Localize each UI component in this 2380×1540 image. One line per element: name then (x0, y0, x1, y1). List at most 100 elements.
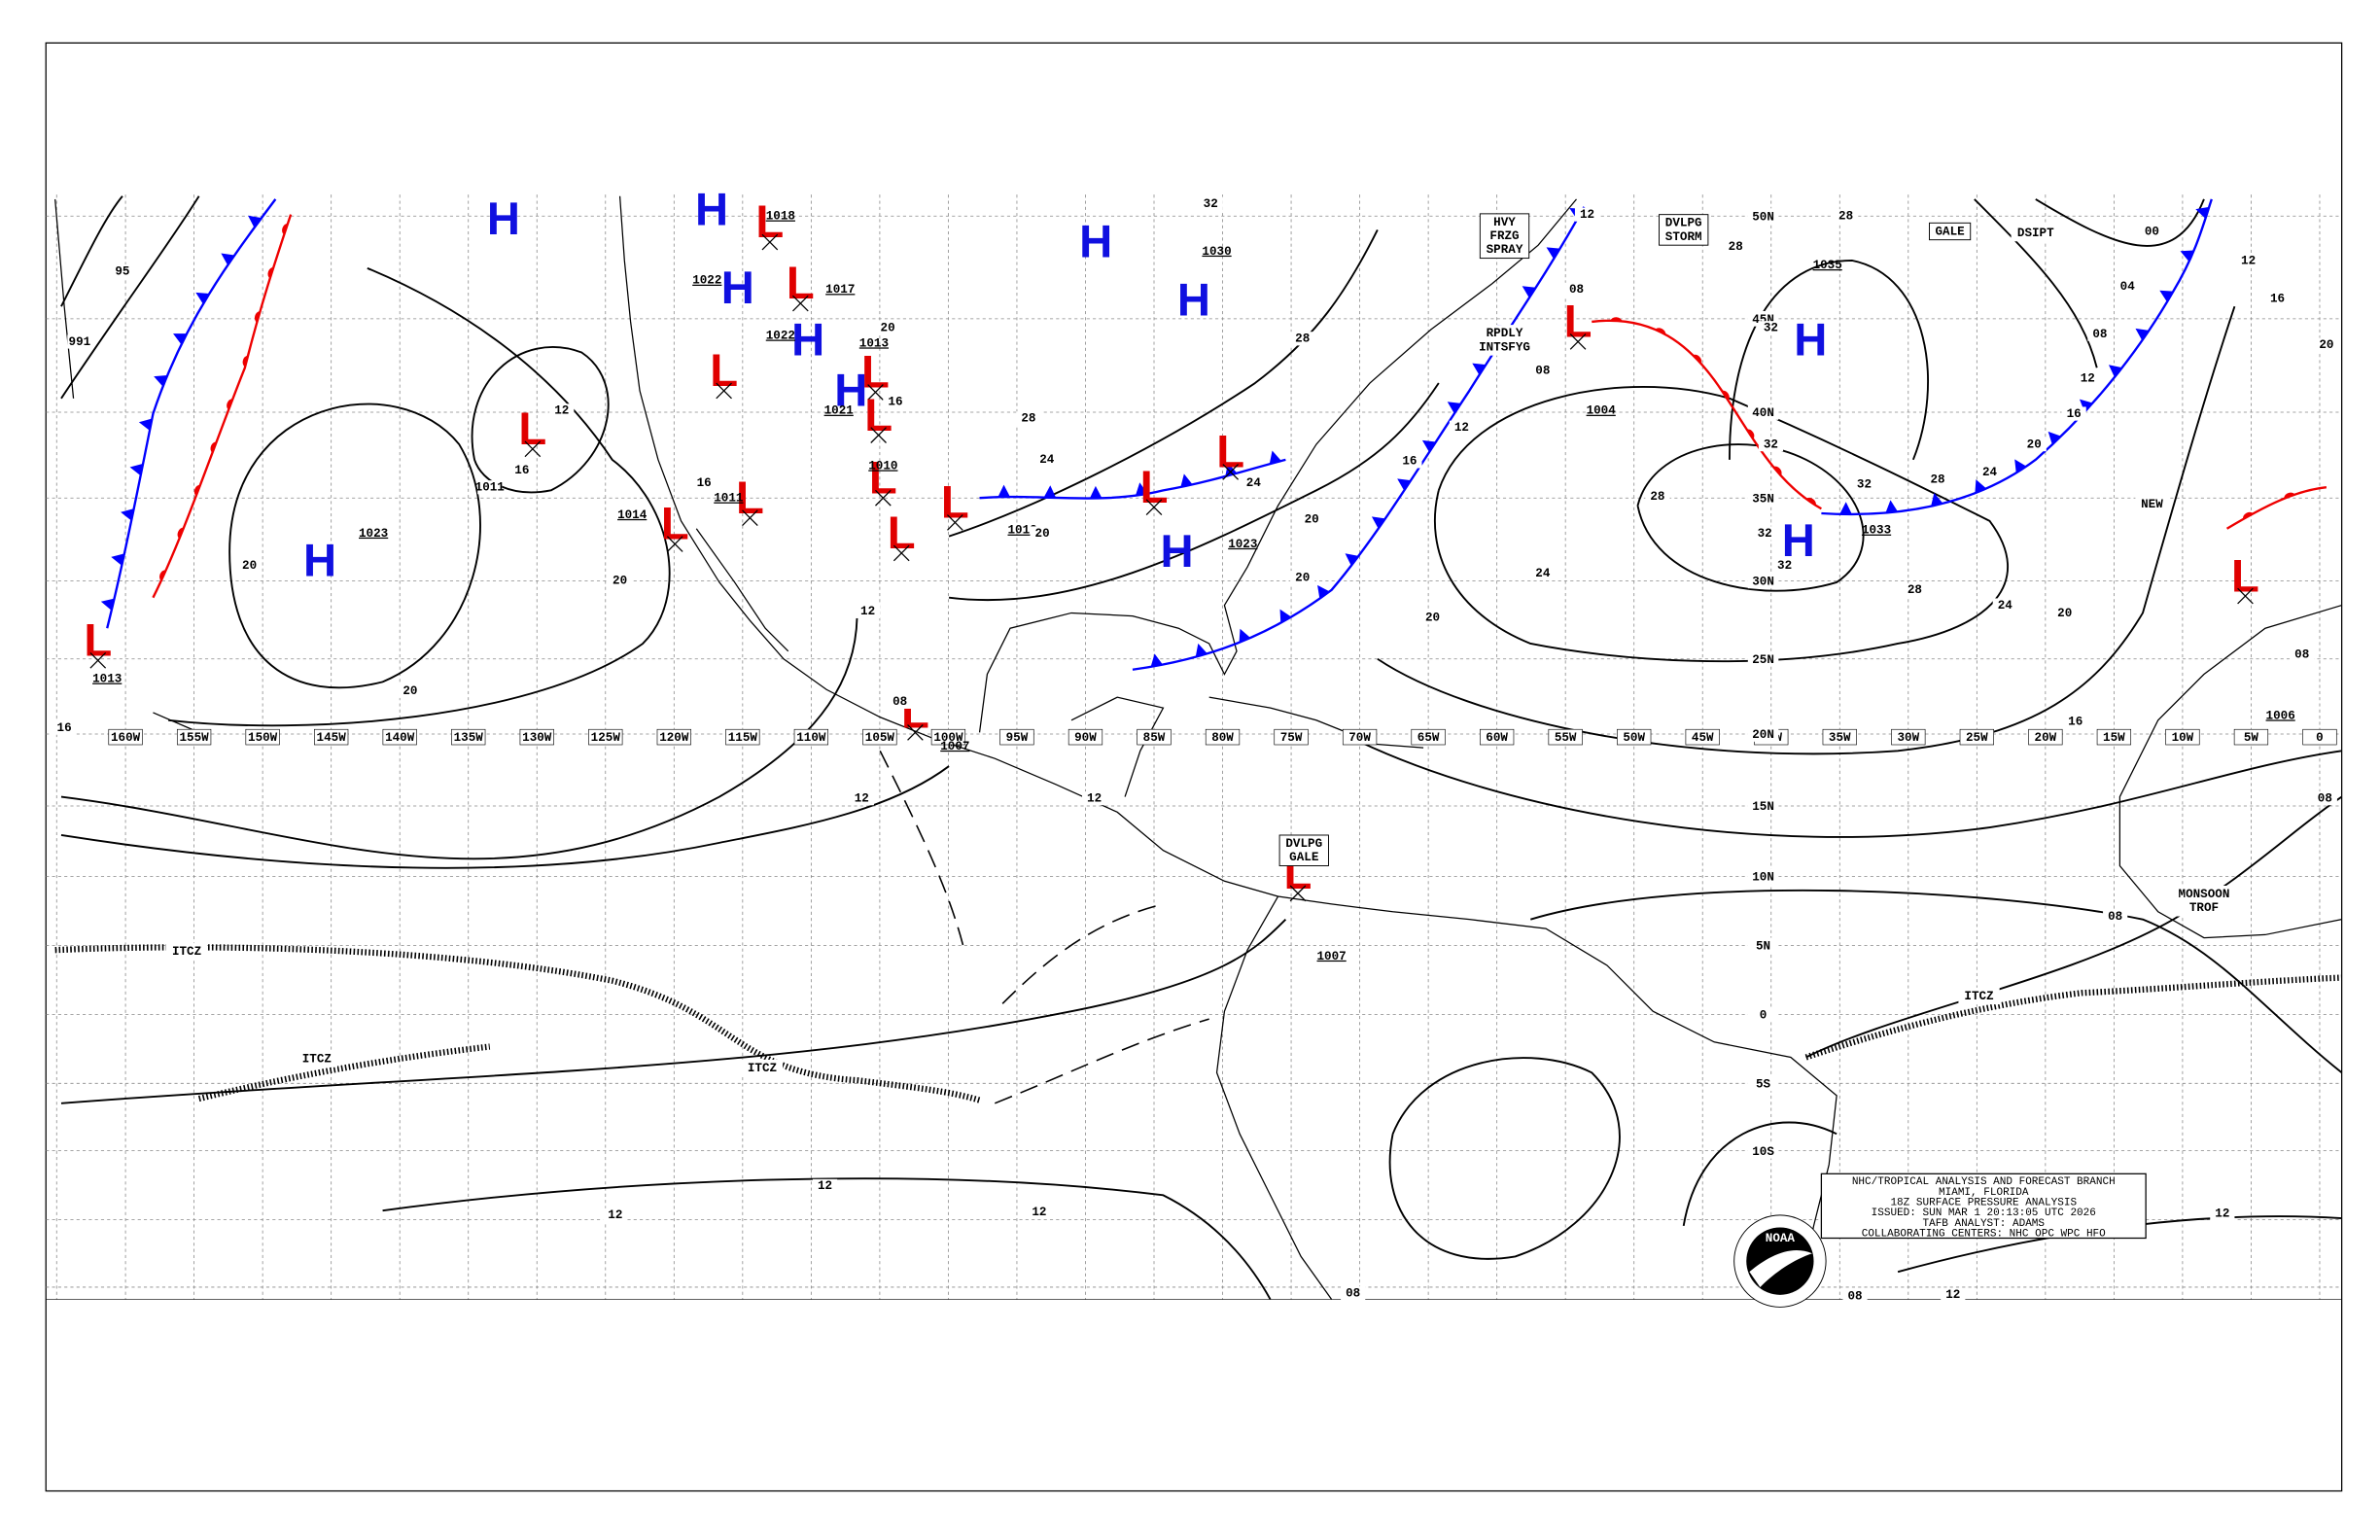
central-pressure: 1022 (766, 329, 795, 342)
front-pip (100, 598, 115, 611)
isobar (1636, 443, 1865, 592)
isobar-label-bg (509, 463, 535, 477)
isobar-label: 16 (2270, 293, 2285, 306)
bulletin-line: NHC/TROPICAL ANALYSIS AND FORECAST BRANC… (1852, 1176, 2116, 1188)
isobar-label-bg (110, 263, 135, 279)
high-center: H (1079, 217, 1112, 268)
isobar-label-bg (477, 480, 503, 495)
front-pip (1610, 317, 1623, 322)
lat-label-bg (1747, 573, 1779, 589)
isobar-label: 12 (860, 605, 875, 618)
lat-label-bg (1747, 937, 1779, 954)
lat-label-bg (1747, 1142, 1779, 1159)
isobar-label-bg (607, 574, 633, 588)
isobar-label: 24 (1982, 466, 1998, 479)
isobar-label: 12 (1032, 1206, 1046, 1219)
front-pip (195, 292, 210, 304)
front-pip (1135, 482, 1148, 496)
lat-label-bg (1747, 650, 1779, 667)
center-x (1569, 333, 1587, 350)
coastline (695, 528, 789, 652)
low-center: L (2231, 550, 2259, 602)
isobar-label-bg (398, 683, 423, 698)
front-pip (177, 527, 185, 540)
low-center: L (755, 196, 784, 248)
isobar-label-bg (2210, 1207, 2235, 1221)
lon-label-bg (1068, 728, 1103, 746)
central-pressure: 1021 (824, 404, 855, 418)
high-center: H (791, 315, 824, 367)
lon-label: 80W (1211, 731, 1234, 745)
isobar-label: 32 (1758, 527, 1772, 541)
lon-label: 30W (1897, 731, 1919, 745)
lon-label: 65W (1418, 731, 1440, 745)
isobar-label: 20 (881, 322, 895, 335)
front-pip (1345, 553, 1359, 566)
front-pip (2108, 365, 2122, 378)
isobar-label: 32 (1204, 197, 1218, 211)
trough (879, 750, 1209, 1104)
annotation-bg (1479, 213, 1530, 260)
coastline (2118, 604, 2342, 939)
annotation: INTSFYG (1479, 340, 1530, 354)
center-x (875, 489, 892, 507)
central-pressure: 1022 (692, 274, 721, 288)
isobar-label: 1011 (475, 481, 506, 495)
central-pressure: 1004 (1587, 404, 1617, 418)
front-pip (1225, 463, 1238, 476)
isobar-label-bg (2087, 327, 2113, 341)
isobar (168, 266, 671, 727)
low-center: L (736, 472, 764, 524)
front-pip (2195, 206, 2210, 219)
isobar-label: 16 (514, 464, 529, 477)
lon-label: 70W (1348, 731, 1371, 745)
isobar (1388, 1057, 1621, 1260)
labels: 160W 155W 150W 145W 140W 135W 130W 125W 120W 115W… (52, 185, 2339, 1304)
central-pressure: 1018 (766, 210, 795, 224)
center-x (792, 295, 809, 312)
isobar-label-bg (812, 1178, 838, 1194)
annotation: ITCZ (302, 1052, 332, 1066)
isobar (1530, 889, 2343, 1074)
lon-label-bg (1137, 728, 1172, 746)
lon-label: 60W (1486, 731, 1508, 745)
isobar-label-bg (1842, 1289, 1868, 1304)
central-pressure: 1010 (868, 459, 897, 472)
isobar-label: 20 (1425, 612, 1440, 625)
front-pip (121, 508, 134, 521)
isobar-label-bg (1772, 558, 1798, 573)
front-pip (2284, 492, 2295, 499)
lon-label-bg (2096, 728, 2132, 746)
lon-label-bg (1617, 728, 1652, 746)
isobar-label: 32 (1764, 438, 1778, 451)
high-center: H (1782, 515, 1815, 567)
central-pressure: 1035 (1813, 259, 1842, 272)
isobar-label: 32 (1777, 559, 1792, 573)
lon-label: 120W (659, 731, 689, 745)
lon-label: 145W (317, 731, 347, 745)
high-center: H (487, 193, 520, 245)
lat-label-bg (1747, 1006, 1779, 1023)
isobar-label: 08 (2318, 791, 2332, 805)
lon-label-bg (176, 728, 212, 746)
high-center: H (303, 535, 336, 586)
lon-label-bg (2165, 728, 2200, 746)
center-x (761, 233, 779, 251)
front-pip (2135, 328, 2150, 341)
central-pressure: 1023 (1228, 538, 1257, 551)
isobar-label-bg (1723, 239, 1748, 254)
front-pip (193, 484, 201, 497)
front-pip (2048, 431, 2061, 445)
annotation: GALE (1936, 225, 1966, 238)
center-x (892, 544, 910, 562)
isobar-label: 12 (1945, 1288, 1960, 1302)
isobar-label-bg (1941, 1287, 1966, 1302)
isobar-label-bg (549, 403, 575, 418)
isobar-label: 12 (1580, 208, 1594, 222)
isobar-label: 20 (242, 559, 257, 573)
front-pip (1397, 478, 1412, 491)
low-center: L (1216, 427, 1244, 478)
isobar-label: 28 (1838, 210, 1853, 224)
logo-gull (1749, 1250, 1812, 1287)
isobar-label: 00 (2145, 225, 2159, 238)
